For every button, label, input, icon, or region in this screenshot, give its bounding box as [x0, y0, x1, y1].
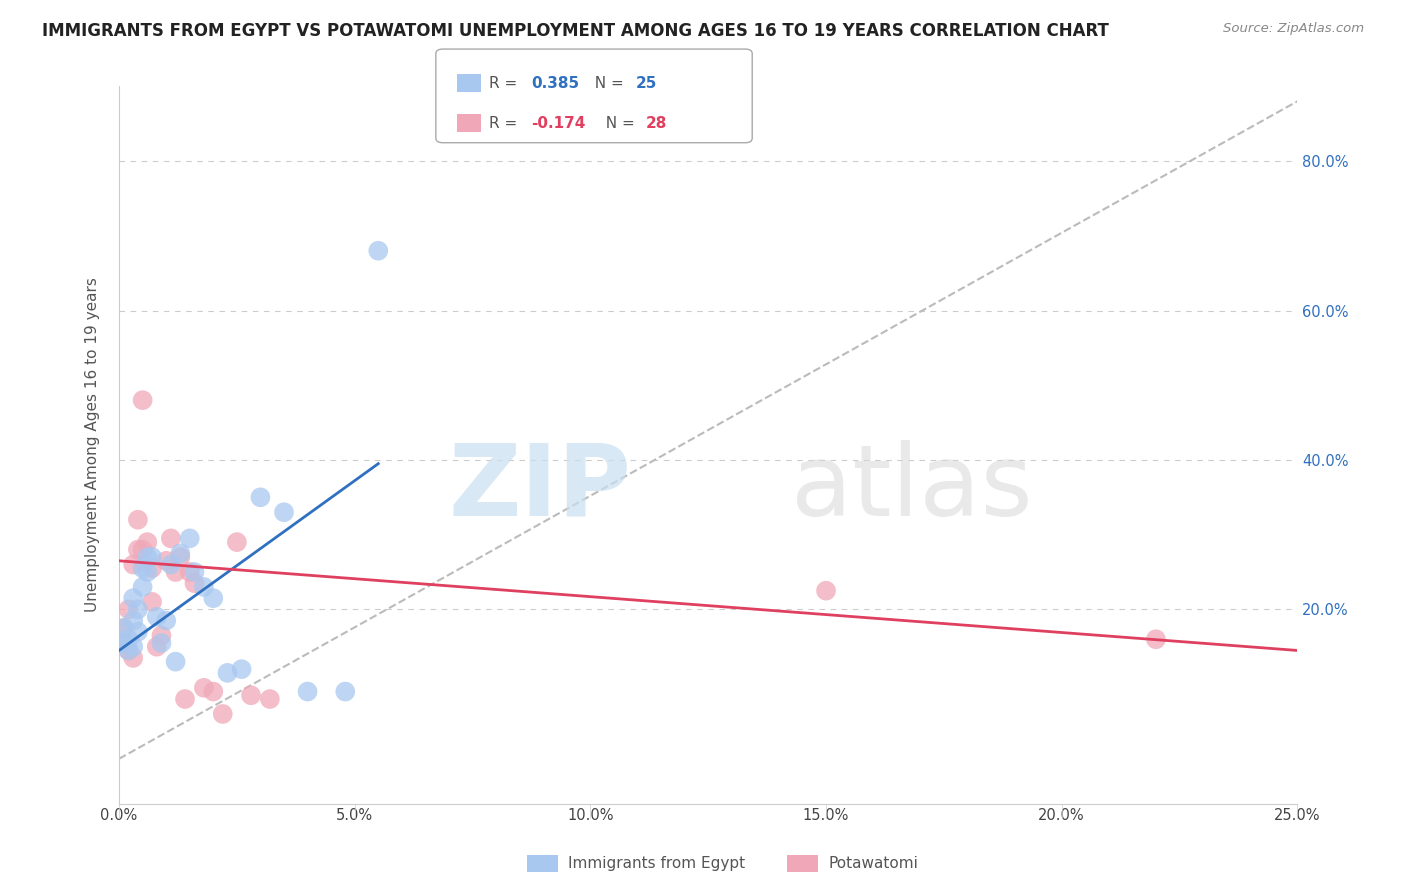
Text: IMMIGRANTS FROM EGYPT VS POTAWATOMI UNEMPLOYMENT AMONG AGES 16 TO 19 YEARS CORRE: IMMIGRANTS FROM EGYPT VS POTAWATOMI UNEM… — [42, 22, 1109, 40]
Point — [211, 706, 233, 721]
Point — [131, 542, 153, 557]
Point — [193, 580, 215, 594]
Point — [112, 621, 135, 635]
Text: ZIP: ZIP — [449, 440, 631, 536]
Point — [169, 550, 191, 565]
Point — [179, 565, 201, 579]
Point — [117, 602, 139, 616]
Point — [335, 684, 357, 698]
Y-axis label: Unemployment Among Ages 16 to 19 years: Unemployment Among Ages 16 to 19 years — [86, 277, 100, 613]
Point — [814, 583, 837, 598]
Point — [136, 565, 159, 579]
Point — [174, 692, 197, 706]
Point — [150, 636, 173, 650]
Point — [297, 684, 319, 698]
Point — [145, 610, 167, 624]
Text: atlas: atlas — [790, 440, 1032, 536]
Point — [165, 655, 187, 669]
Point — [202, 591, 225, 606]
Point — [1144, 632, 1167, 647]
Point — [117, 643, 139, 657]
Point — [155, 614, 177, 628]
Point — [155, 554, 177, 568]
Text: 0.385: 0.385 — [531, 76, 579, 91]
Point — [127, 624, 149, 639]
Text: N =: N = — [596, 115, 640, 130]
Point — [122, 591, 145, 606]
Point — [136, 535, 159, 549]
Text: Potawatomi: Potawatomi — [828, 856, 918, 871]
Point — [131, 393, 153, 408]
Point — [231, 662, 253, 676]
Point — [117, 632, 139, 647]
Text: R =: R = — [489, 115, 523, 130]
Point — [141, 595, 163, 609]
Text: R =: R = — [489, 76, 523, 91]
Point — [150, 628, 173, 642]
Text: 25: 25 — [636, 76, 657, 91]
Point — [169, 546, 191, 560]
Text: Source: ZipAtlas.com: Source: ZipAtlas.com — [1223, 22, 1364, 36]
Point — [259, 692, 281, 706]
Text: -0.174: -0.174 — [531, 115, 586, 130]
Point — [179, 532, 201, 546]
Point — [202, 684, 225, 698]
Point — [117, 643, 139, 657]
Point — [131, 580, 153, 594]
Point — [122, 640, 145, 654]
Point — [217, 665, 239, 680]
Point — [160, 532, 183, 546]
Point — [240, 688, 263, 702]
Point — [183, 576, 205, 591]
Point — [160, 558, 183, 572]
Point — [367, 244, 389, 258]
Point — [225, 535, 247, 549]
Point — [141, 550, 163, 565]
Point — [112, 636, 135, 650]
Point — [145, 640, 167, 654]
Point — [112, 621, 135, 635]
Point — [122, 651, 145, 665]
Point — [136, 550, 159, 565]
Point — [183, 565, 205, 579]
Text: Immigrants from Egypt: Immigrants from Egypt — [568, 856, 745, 871]
Point — [127, 513, 149, 527]
Point — [141, 561, 163, 575]
Point — [273, 505, 295, 519]
Point — [112, 636, 135, 650]
Point — [165, 565, 187, 579]
Point — [193, 681, 215, 695]
Point — [131, 561, 153, 575]
Text: N =: N = — [585, 76, 628, 91]
Point — [127, 542, 149, 557]
Point — [122, 614, 145, 628]
Point — [127, 602, 149, 616]
Point — [249, 490, 271, 504]
Point — [122, 558, 145, 572]
Text: 28: 28 — [645, 115, 666, 130]
